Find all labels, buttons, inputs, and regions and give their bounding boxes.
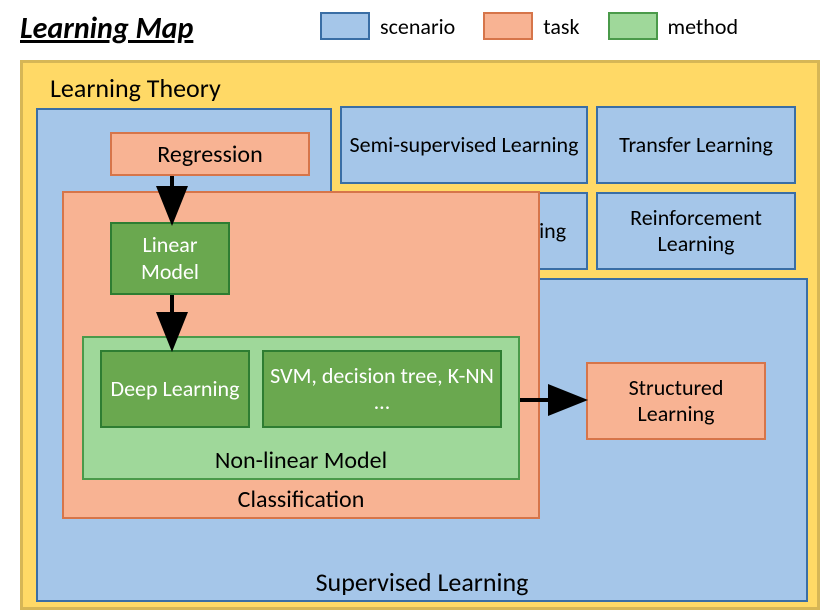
structured-learning-box: Structured Learning [586,362,766,440]
regression-box: Regression [110,132,310,176]
legend-label-method: method [668,13,739,40]
svm-etc-box: SVM, decision tree, K-NN … [262,350,502,428]
nonlinear-model-label: Non-linear Model [82,446,520,475]
classification-label: Classification [62,485,540,514]
legend-label-task: task [543,13,579,40]
deep-learning-box: Deep Learning [100,350,250,428]
legend: scenario task method [320,12,738,40]
page-title: Learning Map [20,10,193,47]
learning-theory-label: Learning Theory [50,72,221,104]
legend-box-scenario [320,12,370,40]
legend-label-scenario: scenario [380,13,455,40]
reinforcement-learning-box: Reinforcement Learning [596,192,796,270]
semi-supervised-learning-box: Semi-supervised Learning [340,106,588,184]
transfer-learning-box: Transfer Learning [596,106,796,184]
supervised-learning-label: Supervised Learning [36,566,808,598]
linear-model-box: Linear Model [110,222,230,295]
legend-box-task [483,12,533,40]
legend-box-method [608,12,658,40]
